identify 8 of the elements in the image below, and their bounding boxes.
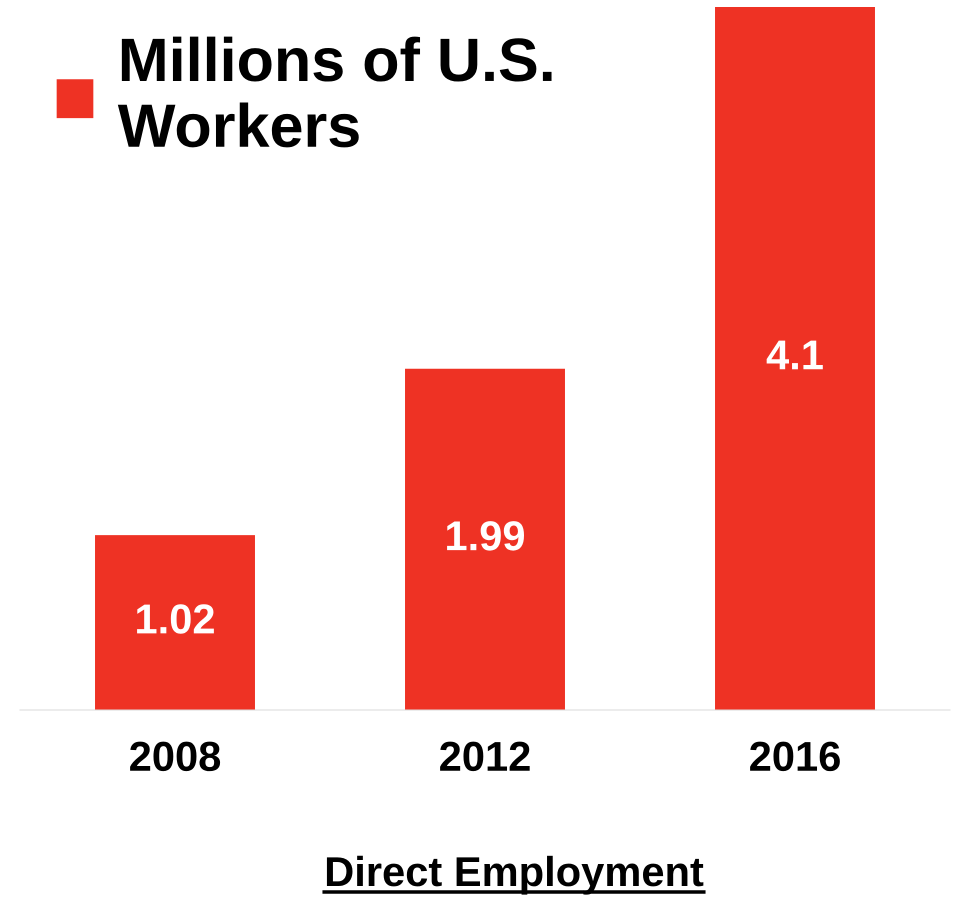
x-tick-label: 2012 <box>440 742 530 772</box>
data-label: 1.99 <box>447 521 524 551</box>
data-label: 4.1 <box>766 340 823 370</box>
x-axis-title: Direct Employment <box>326 856 704 895</box>
legend-label: Millions of U.S. Workers <box>118 36 552 148</box>
x-tick-label: 2016 <box>750 742 840 772</box>
data-label: 1.02 <box>137 604 214 634</box>
x-tick-label: 2008 <box>130 742 220 772</box>
